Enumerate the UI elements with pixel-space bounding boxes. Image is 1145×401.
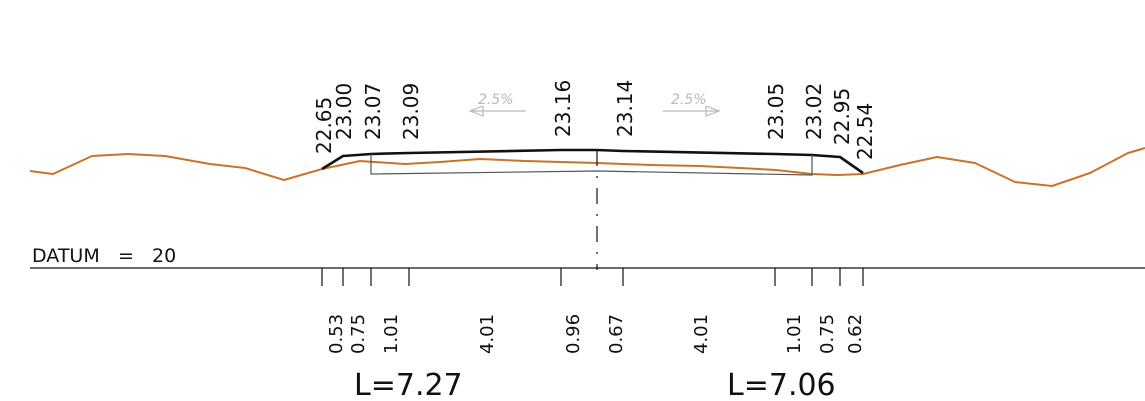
station-ticks [321,268,864,286]
segment-width-label: 0.75 [817,314,838,354]
segment-width-label: 4.01 [691,314,712,354]
elevation-label: 22.54 [853,103,877,160]
segment-width-label: 0.53 [326,314,347,354]
segment-width-label: 0.75 [348,314,369,354]
segment-width-label: 4.01 [477,314,498,354]
left-crossfall-label: 2.5% [478,92,514,108]
right-crossfall-arrow [663,105,721,117]
datum-value: 20 [152,245,176,267]
elevation-label: 23.14 [613,80,637,137]
elevation-label: 22.95 [830,88,854,145]
segment-width-label: 0.96 [563,314,584,354]
elevation-label: 23.05 [764,83,788,140]
elevation-label: 23.16 [551,80,575,137]
segment-width-label: 0.62 [845,314,866,354]
elevation-label: 23.02 [802,83,826,140]
elevation-label: 23.07 [361,83,385,140]
elevation-label: 23.09 [399,83,423,140]
pavement-bottom-line [370,154,813,176]
elevation-label: 23.00 [332,83,356,140]
existing-ground-line [29,147,1145,187]
datum-label: DATUM [32,245,100,267]
segment-width-label: 1.01 [381,314,402,354]
elevation-label: 22.65 [312,97,336,154]
right-crossfall-label: 2.5% [671,92,707,108]
road-surface-line [321,148,864,175]
segment-width-label: 0.67 [606,314,627,354]
segment-width-label: 1.01 [784,314,805,354]
datum-equals: = [118,245,134,267]
left-total-width: L=7.27 [354,368,463,401]
right-total-width: L=7.06 [727,368,836,401]
left-crossfall-arrow [468,105,526,117]
